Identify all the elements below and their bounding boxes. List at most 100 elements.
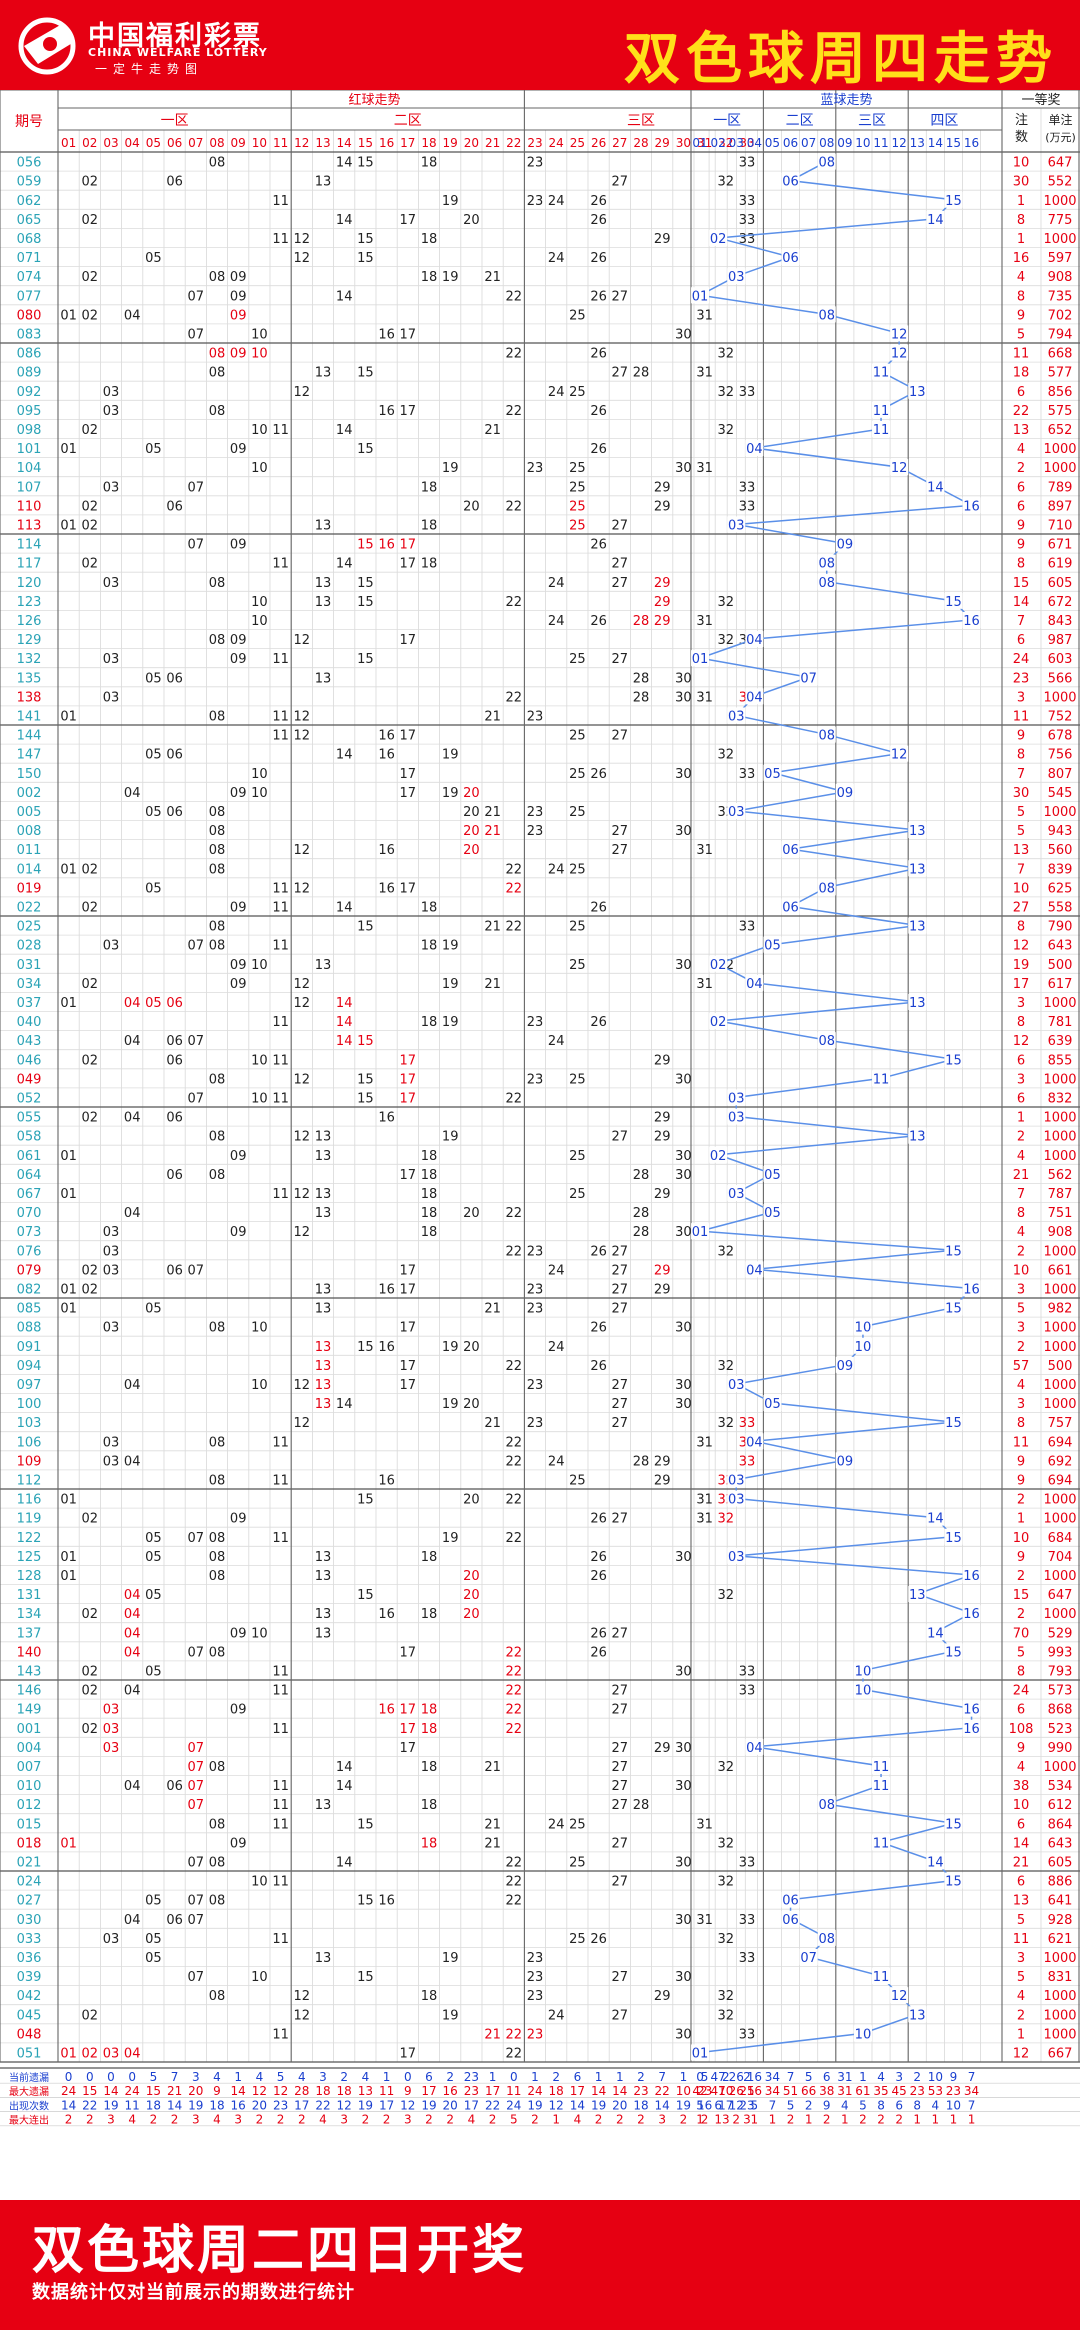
- prize-count-cell: 1: [1017, 232, 1025, 247]
- prize-amount-cell: 566: [1048, 671, 1073, 686]
- red-ball-cell: 20: [463, 1493, 480, 1508]
- issue-cell: 146: [17, 1684, 42, 1699]
- stat-blue-cell: 9: [823, 2098, 831, 2112]
- red-ball-cell: 19: [442, 2008, 459, 2023]
- red-ball-cell: 25: [569, 805, 586, 820]
- blue-ball-bg: [890, 1987, 909, 2004]
- issue-cell: 112: [17, 1473, 42, 1488]
- red-ball-cell: 13: [315, 1149, 332, 1164]
- stat-red-cell: 2: [701, 2113, 709, 2127]
- prize-count-cell: 17: [1013, 977, 1030, 992]
- red-ball-cell: 25: [569, 518, 586, 533]
- stat-blue-cell: 1: [932, 2113, 940, 2127]
- blue-ball-cell: 05: [764, 939, 781, 954]
- blue-ball-cell: 01: [692, 652, 709, 667]
- red-ball-cell: 08: [209, 1855, 226, 1870]
- prize-amount-cell: 643: [1048, 939, 1073, 954]
- red-ball-cell: 26: [590, 1244, 607, 1259]
- blue-ball-bg: [817, 1929, 836, 1946]
- prize-amount-cell: 612: [1048, 1798, 1073, 1813]
- blue-number-header: 07: [801, 136, 816, 150]
- red-ball-cell: 08: [209, 805, 226, 820]
- red-ball-cell: 18: [421, 1206, 438, 1221]
- red-ball-cell: 13: [315, 1359, 332, 1374]
- red-ball-cell: 11: [272, 2027, 289, 2042]
- red-ball-cell: 10: [251, 1091, 268, 1106]
- prize-count-cell: 8: [1017, 748, 1025, 763]
- red-ball-cell: 26: [590, 1512, 607, 1527]
- stat-red-cell: 1: [552, 2113, 560, 2127]
- red-ball-cell: 32: [718, 1416, 735, 1431]
- footer-note: 数据统计仅对当前展示的期数进行统计: [32, 2282, 355, 2303]
- red-ball-cell: 09: [230, 1512, 247, 1527]
- prize-amount-cell: 617: [1048, 977, 1073, 992]
- prize-amount-cell: 1000: [1043, 1111, 1076, 1126]
- red-ball-cell: 11: [272, 1798, 289, 1813]
- red-ball-cell: 30: [675, 1321, 692, 1336]
- stat-label: 最大遗漏: [9, 2085, 49, 2098]
- stat-blue-cell: 5: [696, 2098, 704, 2112]
- blue-ball-cell: 07: [800, 1951, 817, 1966]
- stat-red-cell: 14: [61, 2098, 76, 2112]
- issue-cell: 143: [17, 1664, 42, 1679]
- red-ball-cell: 03: [103, 1703, 120, 1718]
- blue-ball-cell: 11: [873, 1836, 890, 1851]
- red-ball-cell: 06: [166, 1168, 183, 1183]
- red-ball-cell: 02: [82, 2008, 99, 2023]
- red-ball-cell: 22: [506, 1091, 523, 1106]
- blue-ball-bg: [926, 210, 945, 227]
- red-ball-cell: 02: [82, 1263, 99, 1278]
- stat-red-cell: 20: [252, 2098, 267, 2112]
- red-ball-cell: 10: [251, 786, 268, 801]
- stat-red-cell: 2: [446, 2070, 454, 2084]
- stat-blue-cell: 4: [841, 2098, 849, 2112]
- red-ball-cell: 05: [145, 748, 162, 763]
- welfare-lottery-logo: [18, 17, 76, 75]
- red-ball-cell: 11: [272, 652, 289, 667]
- blue-ball-cell: 06: [782, 1894, 799, 1909]
- red-zone-header: 二区: [394, 113, 422, 129]
- red-ball-cell: 17: [400, 1263, 417, 1278]
- prize-amount-cell: 560: [1048, 843, 1073, 858]
- red-ball-cell: 06: [166, 499, 183, 514]
- red-ball-cell: 11: [272, 1091, 289, 1106]
- red-ball-cell: 22: [506, 920, 523, 935]
- issue-cell: 113: [17, 518, 42, 533]
- red-ball-cell: 13: [315, 175, 332, 190]
- blue-ball-cell: 04: [746, 442, 763, 457]
- red-ball-cell: 30: [675, 671, 692, 686]
- red-ball-cell: 23: [527, 1015, 544, 1030]
- stat-blue-cell: 2: [823, 2113, 831, 2127]
- blue-ball-bg: [835, 1452, 854, 1469]
- red-ball-cell: 07: [188, 1970, 205, 1985]
- stat-red-cell: 10: [718, 2084, 733, 2098]
- blue-ball-cell: 04: [746, 633, 763, 648]
- prize-count-cell: 8: [1017, 1664, 1025, 1679]
- red-ball-cell: 07: [188, 327, 205, 342]
- red-ball-cell: 13: [315, 1378, 332, 1393]
- red-ball-cell: 08: [209, 633, 226, 648]
- prize-count-cell: 3: [1017, 1951, 1025, 1966]
- stat-blue-cell: 47: [711, 2084, 726, 2098]
- red-ball-cell: 32: [718, 2008, 735, 2023]
- blue-number-header: 13: [910, 136, 925, 150]
- red-ball-cell: 05: [145, 1951, 162, 1966]
- stat-red-cell: 19: [421, 2098, 436, 2112]
- stat-red-cell: 3: [658, 2113, 666, 2127]
- red-ball-cell: 15: [357, 1493, 374, 1508]
- red-ball-cell: 07: [188, 1913, 205, 1928]
- stat-red-cell: 2: [637, 2070, 645, 2084]
- red-ball-cell: 04: [124, 1779, 141, 1794]
- blue-ball-cell: 08: [818, 881, 835, 896]
- prize-count-cell: 23: [1013, 671, 1030, 686]
- red-ball-cell: 06: [166, 1053, 183, 1068]
- blue-ball-bg: [745, 1261, 764, 1278]
- prize-count-cell: 22: [1013, 404, 1030, 419]
- issue-cell: 043: [17, 1034, 42, 1049]
- blue-ball-cell: 16: [963, 1722, 980, 1737]
- red-ball-cell: 28: [633, 366, 650, 381]
- stat-blue-cell: 26: [729, 2084, 744, 2098]
- stat-red-cell: 23: [464, 2084, 479, 2098]
- blue-ball-bg: [817, 573, 836, 590]
- red-ball-cell: 09: [230, 1149, 247, 1164]
